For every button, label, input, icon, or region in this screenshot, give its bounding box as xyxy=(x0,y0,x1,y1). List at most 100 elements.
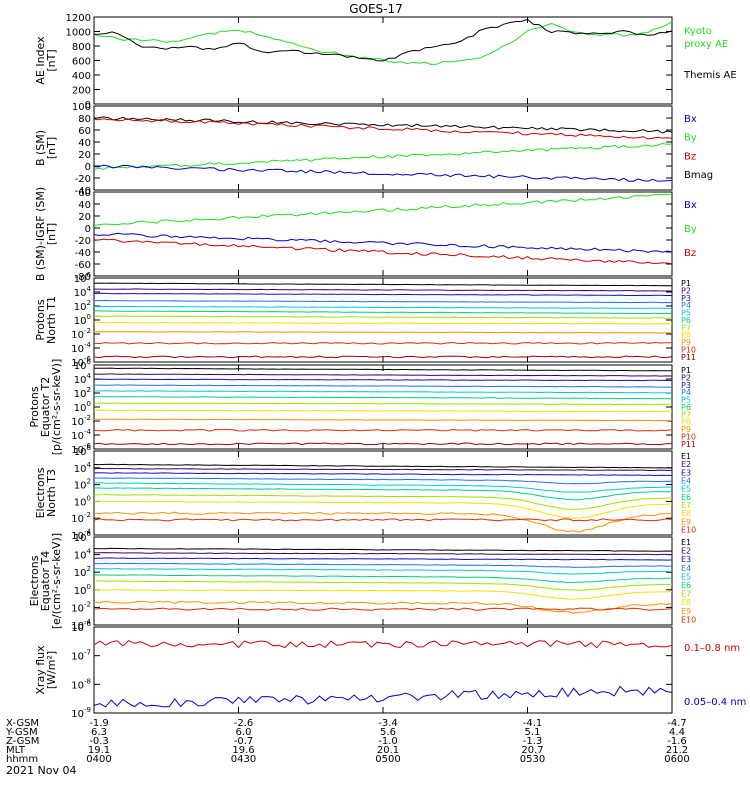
legend-label: By xyxy=(684,133,697,144)
axis-row-value: -1.9 xyxy=(89,718,109,729)
legend-label: Bz xyxy=(684,248,696,259)
axis-row-value: 0400 xyxy=(86,754,111,765)
y-tick-label: 10-9 xyxy=(71,706,91,720)
axis-row-value: -1.3 xyxy=(523,736,543,747)
series-line xyxy=(93,341,673,345)
series-line xyxy=(94,487,672,501)
channel-label: P10 xyxy=(681,432,696,441)
channel-label: P4 xyxy=(681,388,691,397)
series-line xyxy=(93,600,673,614)
y-tick-label: 102 xyxy=(74,386,91,400)
y-tick-label: 106 xyxy=(74,358,92,372)
axis-row-value: 20.7 xyxy=(521,745,543,756)
y-tick-label: 10-6 xyxy=(71,620,91,634)
series-line xyxy=(93,409,673,413)
channel-label: E1 xyxy=(681,452,691,461)
y-tick-label: 100 xyxy=(72,102,91,113)
axis-row-value: 19.1 xyxy=(88,745,110,756)
series-line xyxy=(93,321,673,325)
series-line xyxy=(93,472,673,477)
axis-row-value: 0530 xyxy=(520,754,545,765)
channel-label: P2 xyxy=(681,373,691,382)
axis-row-label: Y-GSM xyxy=(5,727,38,738)
axis-row-value: -4.1 xyxy=(523,718,543,729)
channel-label: E4 xyxy=(681,564,691,573)
y-tick-label: -20 xyxy=(75,236,91,247)
axis-row-value: 0430 xyxy=(231,754,256,765)
channel-label: E10 xyxy=(681,526,696,535)
y-tick-label: 40 xyxy=(78,138,91,149)
channel-label: P9 xyxy=(681,338,691,347)
axis-row-label: Z-GSM xyxy=(6,736,39,747)
channel-label: P7 xyxy=(681,410,691,419)
channel-label: E8 xyxy=(681,598,691,607)
y-tick-label: -40 xyxy=(75,186,91,197)
legend-label: proxy AE xyxy=(684,39,728,50)
y-tick-label: 106 xyxy=(74,530,92,544)
y-tick-label: 106 xyxy=(74,444,92,458)
y-axis-label: B (SM)[nT] xyxy=(34,130,58,166)
y-tick-label: 104 xyxy=(74,372,92,386)
y-tick-label: 0 xyxy=(85,162,91,173)
channel-label: E8 xyxy=(681,509,691,518)
channel-label: P5 xyxy=(681,396,691,405)
y-tick-label: 80 xyxy=(78,114,91,125)
y-tick-label: 400 xyxy=(72,71,91,82)
y-tick-label: 10-4 xyxy=(71,428,91,442)
channel-label: P10 xyxy=(681,345,696,354)
y-tick-label: -60 xyxy=(75,260,91,271)
series-line xyxy=(94,418,673,422)
y-tick-label: 20 xyxy=(78,212,91,223)
channel-label: E2 xyxy=(681,547,691,556)
axis-row-label: X-GSM xyxy=(6,718,39,729)
y-tick-label: 1000 xyxy=(66,28,91,39)
series-line xyxy=(94,384,672,388)
channel-label: P8 xyxy=(681,418,691,427)
plot-title: GOES-17 xyxy=(349,2,403,16)
channel-label: E6 xyxy=(681,581,691,590)
time-axis-table: X-GSM -1.9 -2.6 -3.4 -4.1 -4.7 Y-GSM 6.3 6.0 5.6 5… xyxy=(5,718,690,765)
series-line xyxy=(93,552,673,556)
y-axis-label: ProtonsEquator T2[p/(cm²-s-sr-keV)] xyxy=(28,359,63,456)
y-tick-label: 100 xyxy=(74,494,91,508)
axis-row-value: -4.7 xyxy=(667,718,687,729)
axis-row-value: -3.4 xyxy=(378,718,398,729)
axis-row-label: hhmm xyxy=(6,754,38,765)
axis-row-value: -0.7 xyxy=(234,736,254,747)
series-line xyxy=(93,238,673,265)
channel-label: P2 xyxy=(681,286,691,295)
axis-row-value: 0500 xyxy=(375,754,400,765)
y-axis-label: Xray flux[W/m²] xyxy=(34,645,58,695)
y-tick-label: 10-7 xyxy=(71,649,91,663)
channel-label: P3 xyxy=(681,294,691,303)
y-axis-label: B (SM)-IGRF (SM)[nT] xyxy=(34,187,58,281)
axis-row-value: -0.3 xyxy=(89,736,109,747)
channel-label: P9 xyxy=(681,425,691,434)
series-line xyxy=(94,367,672,372)
y-tick-label: 10-2 xyxy=(71,327,91,341)
y-tick-label: 800 xyxy=(72,42,91,53)
y-tick-label: 10-8 xyxy=(71,677,91,691)
channel-label: E3 xyxy=(681,468,691,477)
channel-label: P3 xyxy=(681,381,691,390)
axis-row-value: 6.0 xyxy=(236,727,252,738)
plot-date: 2021 Nov 04 xyxy=(6,764,76,777)
series-line xyxy=(93,477,673,485)
channel-label: E7 xyxy=(681,501,691,510)
y-tick-label: -40 xyxy=(75,248,91,259)
channel-label: P4 xyxy=(681,301,691,310)
series-line xyxy=(94,557,673,561)
legend-label: 0.1–0.8 nm xyxy=(684,643,740,654)
y-tick-label: 60 xyxy=(78,188,91,199)
series-line xyxy=(94,288,672,292)
series-line xyxy=(93,482,673,493)
series-line xyxy=(93,282,673,287)
series-line xyxy=(93,142,673,171)
y-tick-label: 106 xyxy=(74,271,92,285)
channel-label: P1 xyxy=(681,366,691,375)
axis-row-value: -1.6 xyxy=(667,736,687,747)
series-line xyxy=(93,640,673,649)
channel-label: E9 xyxy=(681,517,691,526)
